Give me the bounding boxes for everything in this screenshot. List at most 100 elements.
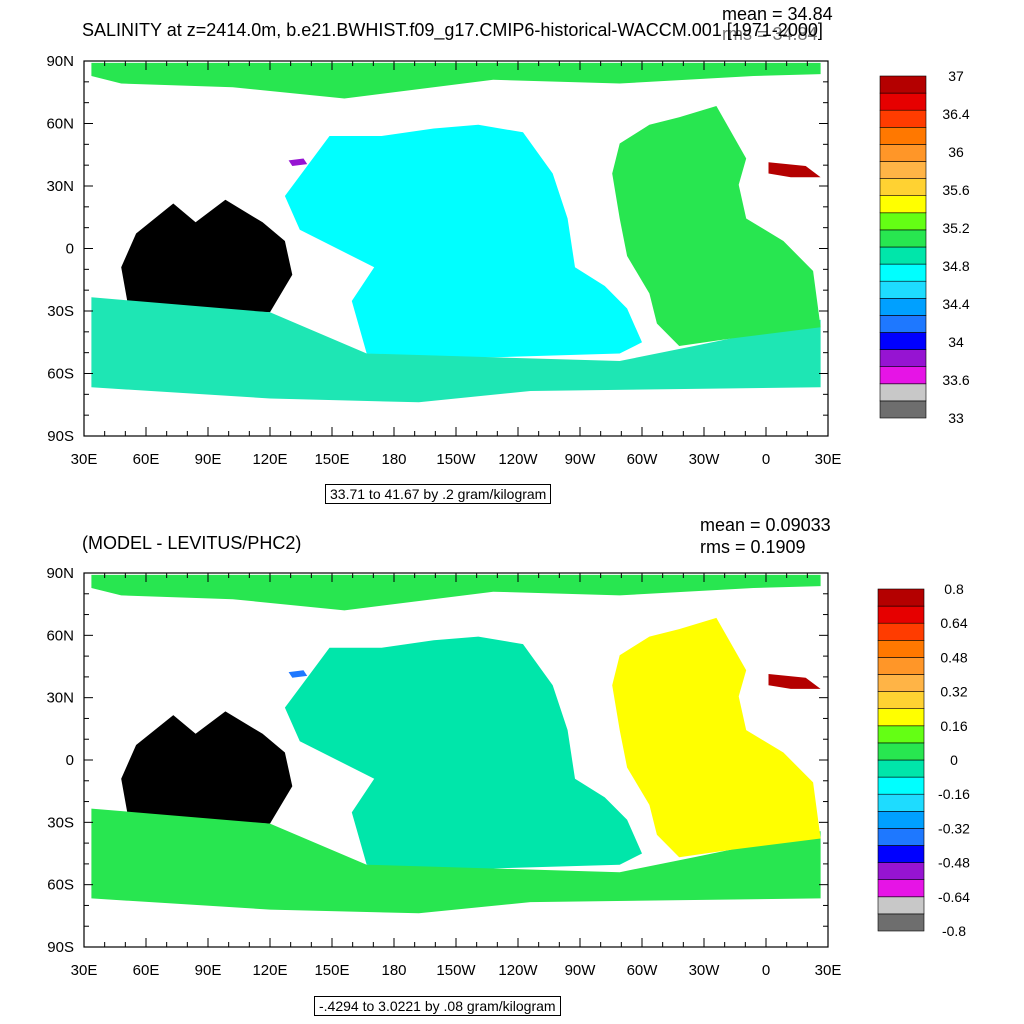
y-tick-label: 60N xyxy=(46,116,74,133)
x-tick-label: 150E xyxy=(314,962,349,979)
x-tick-label: 150W xyxy=(436,451,476,468)
colorbar-box xyxy=(879,109,927,128)
x-tick-label: 30E xyxy=(815,962,842,979)
ocean-region-atlantic xyxy=(612,106,821,346)
colorbar-label: -0.8 xyxy=(942,923,966,939)
colorbar-box xyxy=(877,639,925,658)
x-tick-label: 60E xyxy=(133,962,160,979)
colorbar-box xyxy=(877,845,925,863)
y-tick-label: 30S xyxy=(47,814,74,831)
ocean-region-southern xyxy=(91,808,821,914)
colorbar-box xyxy=(877,913,925,932)
x-tick-label: 60W xyxy=(627,451,659,468)
panel1-title: SALINITY at z=2414.0m, b.e21.BWHIST.f09_… xyxy=(82,20,823,40)
colorbar-box xyxy=(877,879,925,898)
colorbar-label: 0.8 xyxy=(944,581,964,597)
y-tick-label: 30N xyxy=(46,690,74,707)
ocean-region-pacific xyxy=(284,636,642,869)
colorbar-box xyxy=(877,828,925,846)
colorbar-label: 0.16 xyxy=(940,718,967,734)
colorbar-label: 34.4 xyxy=(942,296,969,312)
colorbar-box xyxy=(879,229,927,248)
colorbar-box xyxy=(877,742,925,761)
ocean-region-pacific xyxy=(284,124,642,358)
x-tick-label: 150E xyxy=(314,451,349,468)
panel1-contour-info: 33.71 to 41.67 by .2 gram/kilogram xyxy=(325,484,552,504)
colorbar-box xyxy=(879,161,927,179)
x-tick-label: 180 xyxy=(381,962,406,979)
y-tick-label: 60S xyxy=(47,366,74,383)
ocean-region-southern xyxy=(91,297,821,403)
colorbar-box xyxy=(879,263,927,282)
map-panel-1: 90N 60N 30N 0 30S 60S 90S 30E 60E 90E 120E 150E 180 1… xyxy=(46,53,841,468)
x-tick-label: 120E xyxy=(252,962,287,979)
y-tick-label: 90S xyxy=(47,939,74,956)
x-tick-label: 30E xyxy=(71,451,98,468)
colorbar-label: 37 xyxy=(948,68,964,84)
colorbar-box xyxy=(879,280,927,299)
ocean-region-indian xyxy=(121,199,293,313)
x-tick-label: 60W xyxy=(627,962,659,979)
y-tick-label: 30S xyxy=(47,303,74,320)
colorbar-box xyxy=(879,212,927,231)
colorbar-box xyxy=(877,708,925,727)
y-tick-label: 90S xyxy=(47,428,74,445)
colorbar-1: 37 36.4 36 35.6 35.2 34.8 34.4 34 33.6 33 xyxy=(879,68,970,426)
colorbar-label: 0.32 xyxy=(940,684,967,700)
colorbar-box xyxy=(879,92,927,111)
colorbar-box xyxy=(879,178,927,197)
colorbar-box xyxy=(879,75,927,94)
colorbar-box xyxy=(879,297,927,316)
colorbar-label: -0.32 xyxy=(938,820,970,836)
y-tick-label: 0 xyxy=(66,241,74,258)
ocean-region-arctic xyxy=(91,574,821,611)
panel2-contour-info: -.4294 to 3.0221 by .08 gram/kilogram xyxy=(314,996,561,1016)
x-tick-label: 30E xyxy=(815,451,842,468)
colorbar-box xyxy=(877,793,925,812)
x-tick-label: 30W xyxy=(689,451,721,468)
x-tick-label: 90W xyxy=(565,451,597,468)
colorbar-box xyxy=(877,862,925,880)
x-tick-label: 90W xyxy=(565,962,597,979)
map-panel-2: 90N 60N 30N 0 30S 60S 90S 30E 60E 90E 120E 150E 180 1… xyxy=(46,565,841,979)
colorbar-box xyxy=(879,144,927,162)
y-tick-label: 90N xyxy=(46,53,74,70)
colorbar-box xyxy=(877,776,925,795)
ocean-region-marginal xyxy=(288,158,308,166)
colorbar-box xyxy=(877,657,925,675)
colorbar-box xyxy=(877,810,925,829)
y-tick-label: 60N xyxy=(46,627,74,644)
colorbar-label: 36.4 xyxy=(942,106,969,122)
panel2-title: (MODEL - LEVITUS/PHC2) xyxy=(82,533,302,553)
colorbar-label: 33.6 xyxy=(942,372,969,388)
colorbar-box xyxy=(879,246,927,265)
colorbar-box xyxy=(879,195,927,214)
panel1-rms: rms = 34.84 xyxy=(722,24,818,44)
colorbar-box xyxy=(879,366,927,385)
colorbar-box xyxy=(877,691,925,709)
panel1-mean: mean = 34.84 xyxy=(722,4,833,24)
y-tick-label: 30N xyxy=(46,178,74,195)
colorbar-box xyxy=(879,383,927,402)
y-tick-label: 60S xyxy=(47,877,74,894)
colorbar-label: 0.64 xyxy=(940,615,967,631)
colorbar-label: -0.48 xyxy=(938,855,970,871)
ocean-region-marginal xyxy=(288,670,308,678)
colorbar-box xyxy=(879,349,927,368)
x-tick-label: 120W xyxy=(498,962,538,979)
colorbar-box xyxy=(877,725,925,744)
ocean-region-med xyxy=(768,162,821,178)
colorbar-label: -0.64 xyxy=(938,889,970,905)
x-tick-label: 30W xyxy=(689,962,721,979)
panel2-mean: mean = 0.09033 xyxy=(700,515,831,535)
ocean-region-med xyxy=(768,674,821,689)
ocean-region-arctic xyxy=(91,62,821,99)
colorbar-box xyxy=(877,622,925,641)
x-tick-label: 120E xyxy=(252,451,287,468)
colorbar-box xyxy=(877,674,925,692)
colorbar-box xyxy=(879,332,927,350)
x-tick-label: 0 xyxy=(762,962,770,979)
colorbar-label: 36 xyxy=(948,144,964,160)
colorbar-box xyxy=(877,588,925,607)
